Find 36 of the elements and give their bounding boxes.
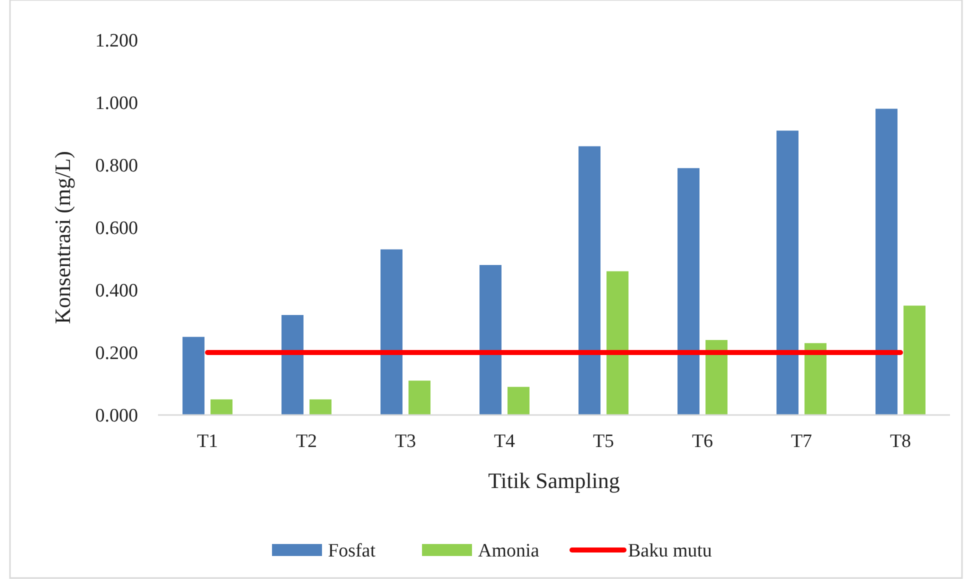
bar <box>606 271 628 415</box>
x-tick-label: T2 <box>296 431 318 452</box>
x-tick-label: T3 <box>394 431 416 452</box>
x-tick-label: T1 <box>196 431 218 452</box>
bar <box>904 306 926 415</box>
bar <box>282 315 304 415</box>
bar <box>310 399 332 415</box>
y-tick-label: 1.200 <box>95 30 138 52</box>
bar <box>380 249 402 415</box>
bar <box>706 340 728 415</box>
legend-label: Amonia <box>478 540 540 562</box>
bar <box>578 146 600 415</box>
x-tick-label: T5 <box>592 431 614 452</box>
bar <box>210 399 232 415</box>
y-tick-label: 0.400 <box>95 280 138 302</box>
y-tick-label: 1.000 <box>95 93 138 114</box>
bar <box>480 265 502 415</box>
y-tick-label: 0.000 <box>95 406 138 427</box>
x-tick-label: T4 <box>494 431 516 452</box>
bar <box>508 386 530 415</box>
x-tick-label: T8 <box>890 431 912 452</box>
x-tick-label: T7 <box>790 431 812 452</box>
y-tick-label: 0.800 <box>95 156 138 177</box>
bar <box>678 168 700 415</box>
x-tick-label: T6 <box>692 431 714 452</box>
bar <box>804 343 826 415</box>
bar <box>876 108 898 415</box>
y-tick-label: 0.600 <box>95 218 138 240</box>
bar <box>776 130 798 415</box>
legend-label: Baku mutu <box>628 540 712 562</box>
y-axis-title: Konsentrasi (mg/L) <box>50 151 75 324</box>
y-tick-label: 0.200 <box>95 343 138 364</box>
x-axis-title: Titik Sampling <box>488 468 620 493</box>
legend-label: Fosfat <box>328 540 376 562</box>
bar <box>408 380 430 415</box>
bar <box>182 336 204 415</box>
